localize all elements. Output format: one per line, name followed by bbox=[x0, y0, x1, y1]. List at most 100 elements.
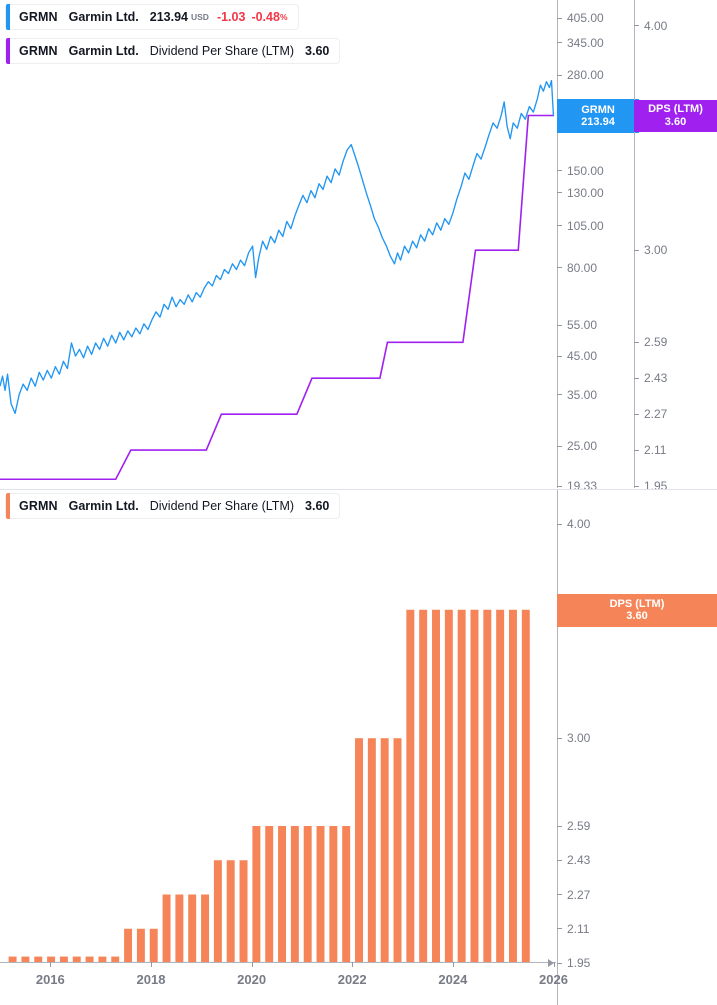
tick-mark bbox=[151, 962, 152, 967]
bar[interactable] bbox=[227, 860, 235, 963]
bar[interactable] bbox=[381, 738, 389, 963]
bar[interactable] bbox=[458, 610, 466, 963]
bar[interactable] bbox=[163, 894, 171, 963]
percent-symbol: % bbox=[280, 12, 288, 22]
bar[interactable] bbox=[406, 610, 414, 963]
bar[interactable] bbox=[240, 860, 248, 963]
tick-mark bbox=[50, 962, 51, 967]
bar[interactable] bbox=[496, 610, 504, 963]
dps-pane[interactable]: GRMN Garmin Ltd. Dividend Per Share (LTM… bbox=[0, 489, 717, 1005]
legend-ticker: GRMN bbox=[19, 44, 58, 58]
bar[interactable] bbox=[278, 826, 286, 963]
tick-mark bbox=[557, 225, 562, 226]
bar[interactable] bbox=[432, 610, 440, 963]
bar[interactable] bbox=[342, 826, 350, 963]
tick-mark bbox=[557, 356, 562, 357]
bar[interactable] bbox=[175, 894, 183, 963]
tick-mark bbox=[634, 378, 639, 379]
price-axis-tick: 45.00 bbox=[557, 349, 597, 363]
tick-mark bbox=[557, 738, 562, 739]
tick-mark bbox=[557, 928, 562, 929]
bar[interactable] bbox=[522, 610, 530, 963]
legend-dps[interactable]: GRMN Garmin Ltd. Dividend Per Share (LTM… bbox=[5, 493, 340, 519]
tick-label: 4.00 bbox=[644, 19, 667, 33]
bar[interactable] bbox=[291, 826, 299, 963]
badge-label: DPS (LTM) bbox=[610, 598, 665, 611]
tick-label: 2.27 bbox=[644, 407, 667, 421]
bar[interactable] bbox=[445, 610, 453, 963]
tick-label: 2.43 bbox=[644, 371, 667, 385]
bar[interactable] bbox=[252, 826, 260, 963]
tick-label: 345.00 bbox=[567, 36, 604, 50]
tick-mark bbox=[252, 962, 253, 967]
tick-mark bbox=[634, 450, 639, 451]
price-plot-area[interactable] bbox=[0, 0, 556, 488]
dps-y-axis[interactable]: 4.003.002.592.432.272.111.95DPS (LTM)3.6… bbox=[557, 490, 717, 1005]
badge-label: GRMN bbox=[581, 104, 615, 117]
price-axis-tick: 130.00 bbox=[557, 186, 604, 200]
dps-axis-tick: 4.00 bbox=[634, 19, 667, 33]
bar[interactable] bbox=[368, 738, 376, 963]
tick-label: 80.00 bbox=[567, 261, 597, 275]
tick-label: 2016 bbox=[36, 972, 65, 987]
legend-change-absolute: -1.03 bbox=[217, 10, 246, 24]
dps-plot-area[interactable] bbox=[0, 490, 556, 1005]
bar[interactable] bbox=[201, 894, 209, 963]
bar[interactable] bbox=[214, 860, 222, 963]
dividend-step-line bbox=[0, 116, 553, 480]
legend-indicator-value: 3.60 bbox=[305, 44, 329, 58]
bar[interactable] bbox=[483, 610, 491, 963]
x-axis-line bbox=[0, 962, 556, 963]
bar[interactable] bbox=[137, 929, 145, 963]
bar[interactable] bbox=[471, 610, 479, 963]
tick-label: 2020 bbox=[237, 972, 266, 987]
bar[interactable] bbox=[355, 738, 363, 963]
bar[interactable] bbox=[329, 826, 337, 963]
tick-label: 55.00 bbox=[567, 318, 597, 332]
tick-label: 2.43 bbox=[567, 853, 590, 867]
bar[interactable] bbox=[124, 929, 132, 963]
price-badge[interactable]: GRMN213.94 bbox=[557, 99, 639, 133]
tick-mark bbox=[634, 486, 639, 487]
tick-label: 2024 bbox=[438, 972, 467, 987]
price-pane[interactable]: GRMN Garmin Ltd. 213.94 USD -1.03 -0.48%… bbox=[0, 0, 717, 488]
tick-label: 2.11 bbox=[567, 922, 589, 936]
price-axis-tick: 105.00 bbox=[557, 219, 604, 233]
dps-axis-tick: 2.59 bbox=[634, 335, 667, 349]
legend-change-percent: -0.48 bbox=[251, 10, 280, 24]
bar[interactable] bbox=[188, 894, 196, 963]
tick-mark bbox=[634, 25, 639, 26]
bar[interactable] bbox=[150, 929, 158, 963]
dps-overlay-y-axis[interactable]: 4.003.002.592.432.272.111.95DPS (LTM)3.6… bbox=[634, 0, 717, 488]
tick-mark bbox=[557, 42, 562, 43]
badge-value: 213.94 bbox=[581, 116, 615, 129]
bar[interactable] bbox=[304, 826, 312, 963]
dps-badge[interactable]: DPS (LTM)3.60 bbox=[557, 594, 717, 627]
tick-mark bbox=[557, 267, 562, 268]
bar[interactable] bbox=[419, 610, 427, 963]
tick-label: 35.00 bbox=[567, 388, 597, 402]
legend-dividend-overlay[interactable]: GRMN Garmin Ltd. Dividend Per Share (LTM… bbox=[5, 38, 340, 64]
dps-axis-tick: 3.00 bbox=[557, 731, 590, 745]
bar[interactable] bbox=[509, 610, 517, 963]
legend-currency: USD bbox=[191, 12, 209, 22]
tick-mark bbox=[557, 394, 562, 395]
tick-label: 2018 bbox=[137, 972, 166, 987]
legend-color-swatch bbox=[6, 4, 10, 30]
price-axis-tick: 55.00 bbox=[557, 318, 597, 332]
price-y-axis[interactable]: 405.00345.00280.00150.00130.00105.0080.0… bbox=[557, 0, 633, 488]
price-axis-tick: 35.00 bbox=[557, 388, 597, 402]
bar[interactable] bbox=[394, 738, 402, 963]
tick-mark bbox=[634, 250, 639, 251]
x-axis[interactable]: 201620182020202220242026 bbox=[0, 962, 717, 1005]
tick-mark bbox=[557, 75, 562, 76]
badge-value: 3.60 bbox=[626, 610, 647, 623]
tick-label: 405.00 bbox=[567, 11, 604, 25]
legend-ticker: GRMN bbox=[19, 10, 58, 24]
legend-price[interactable]: GRMN Garmin Ltd. 213.94 USD -1.03 -0.48% bbox=[5, 4, 299, 30]
bar[interactable] bbox=[317, 826, 325, 963]
tick-mark bbox=[634, 414, 639, 415]
bar[interactable] bbox=[265, 826, 273, 963]
dps-overlay-badge[interactable]: DPS (LTM)3.60 bbox=[634, 100, 717, 132]
tick-mark bbox=[557, 170, 562, 171]
